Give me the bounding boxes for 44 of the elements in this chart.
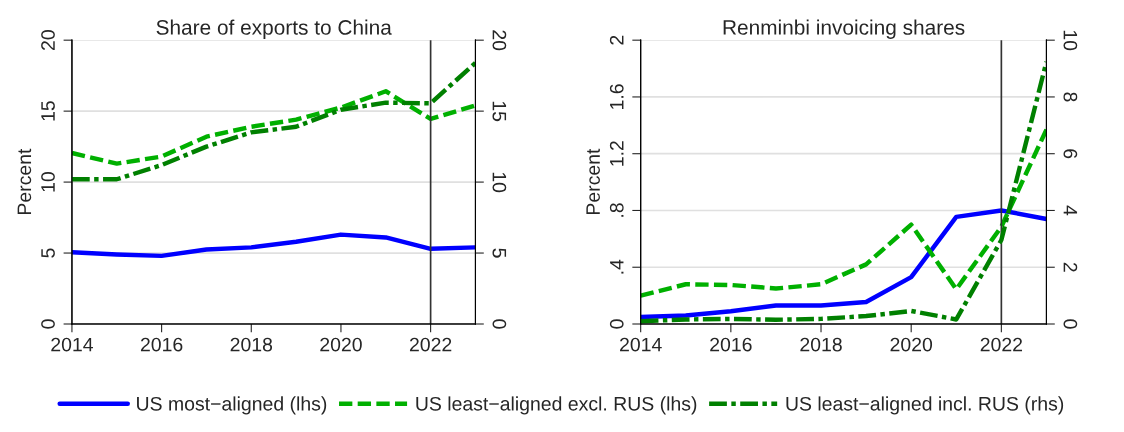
y2-tick-label: 2 xyxy=(1063,262,1078,272)
y2-tick-label: 10 xyxy=(1063,30,1078,51)
y2-tick-label: 8 xyxy=(1063,92,1078,102)
y2-tick-label: 0 xyxy=(1063,319,1078,329)
line-series xyxy=(71,89,476,166)
x-tick-label: 2014 xyxy=(620,337,662,352)
y2-tick-label: 5 xyxy=(492,248,507,258)
x-tick-label: 2016 xyxy=(140,337,183,352)
y2-tick-label: 0 xyxy=(492,319,507,329)
y-tick-label: 1.6 xyxy=(609,84,624,109)
line-series xyxy=(640,127,1047,298)
x-tick-label: 2018 xyxy=(230,337,273,352)
y-tick-label: 1.2 xyxy=(609,141,624,166)
y-tick-label: 0 xyxy=(41,319,55,329)
y2-tick-label: 15 xyxy=(492,101,507,122)
y-tick-label: 5 xyxy=(41,248,55,258)
legend-label: US least−aligned excl. RUS (lhs) xyxy=(416,396,697,415)
y-axis-title: Percent xyxy=(17,148,32,214)
y2-tick-label: 4 xyxy=(1063,205,1078,216)
y-tick-label: 2 xyxy=(609,35,624,45)
x-tick-label: 2022 xyxy=(980,337,1023,352)
y-axis-title: Percent xyxy=(586,148,600,214)
x-tick-label: 2014 xyxy=(51,337,93,352)
y-tick-label: .4 xyxy=(610,259,624,274)
y2-tick-label: 10 xyxy=(492,172,507,193)
y-tick-label: 0 xyxy=(609,319,624,329)
line-series xyxy=(71,60,476,182)
line-series xyxy=(71,232,476,259)
y2-tick-label: 20 xyxy=(492,30,507,51)
y-tick-label: 10 xyxy=(41,172,55,192)
legend-label: US most−aligned (lhs) xyxy=(137,396,327,415)
x-tick-label: 2016 xyxy=(710,337,752,352)
x-tick-label: 2018 xyxy=(800,337,842,352)
legend-label: US least−aligned incl. RUS (rhs) xyxy=(786,396,1064,415)
y-tick-label: 15 xyxy=(41,101,55,121)
line-series xyxy=(640,208,1047,320)
x-tick-label: 2020 xyxy=(890,337,933,352)
chart-title: Share of exports to China xyxy=(156,19,392,39)
y2-tick-label: 6 xyxy=(1063,149,1078,159)
x-tick-label: 2022 xyxy=(409,337,452,352)
y-tick-label: .8 xyxy=(609,203,624,217)
x-tick-label: 2020 xyxy=(320,337,362,352)
chart-title: Renminbi invoicing shares xyxy=(723,19,965,39)
y-tick-label: 20 xyxy=(41,30,55,51)
